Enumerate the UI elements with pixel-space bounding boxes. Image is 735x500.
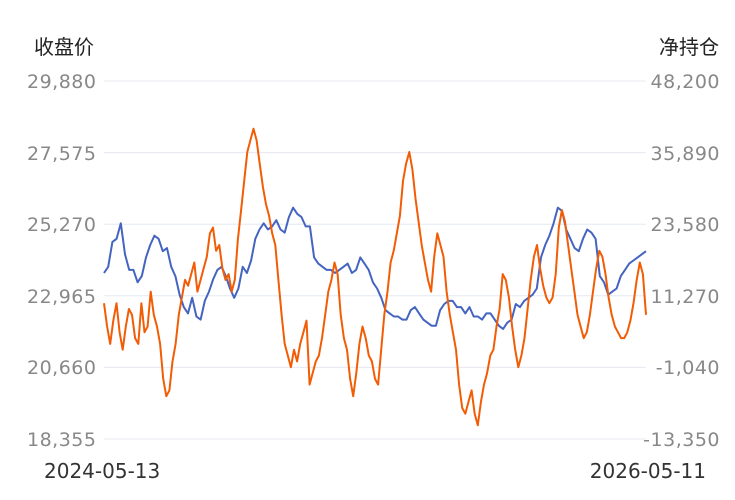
right-tick-label: 48,200 bbox=[651, 71, 720, 93]
left-tick-label: 20,660 bbox=[27, 357, 96, 379]
x-end-date-label: 2026-05-11 bbox=[590, 459, 706, 483]
left-tick-label: 27,575 bbox=[27, 143, 96, 165]
left-tick-label: 29,880 bbox=[27, 71, 96, 93]
net-position-series-line bbox=[103, 127, 647, 427]
left-tick-label: 18,355 bbox=[27, 429, 96, 451]
right-tick-label: 11,270 bbox=[651, 286, 720, 308]
left-tick-label: 25,270 bbox=[27, 214, 96, 236]
right-tick-label: -1,040 bbox=[656, 357, 720, 379]
left-axis-title: 收盘价 bbox=[34, 35, 94, 59]
right-tick-label: -13,350 bbox=[643, 429, 720, 451]
grid-lines bbox=[104, 80, 646, 440]
right-tick-label: 35,890 bbox=[651, 143, 720, 165]
left-tick-label: 22,965 bbox=[27, 286, 96, 308]
right-axis-title: 净持仓 bbox=[659, 35, 719, 59]
series-lines bbox=[103, 127, 647, 427]
closing-price-series-line bbox=[103, 206, 647, 330]
right-tick-label: 23,580 bbox=[651, 214, 720, 236]
x-start-date-label: 2024-05-13 bbox=[44, 459, 160, 483]
